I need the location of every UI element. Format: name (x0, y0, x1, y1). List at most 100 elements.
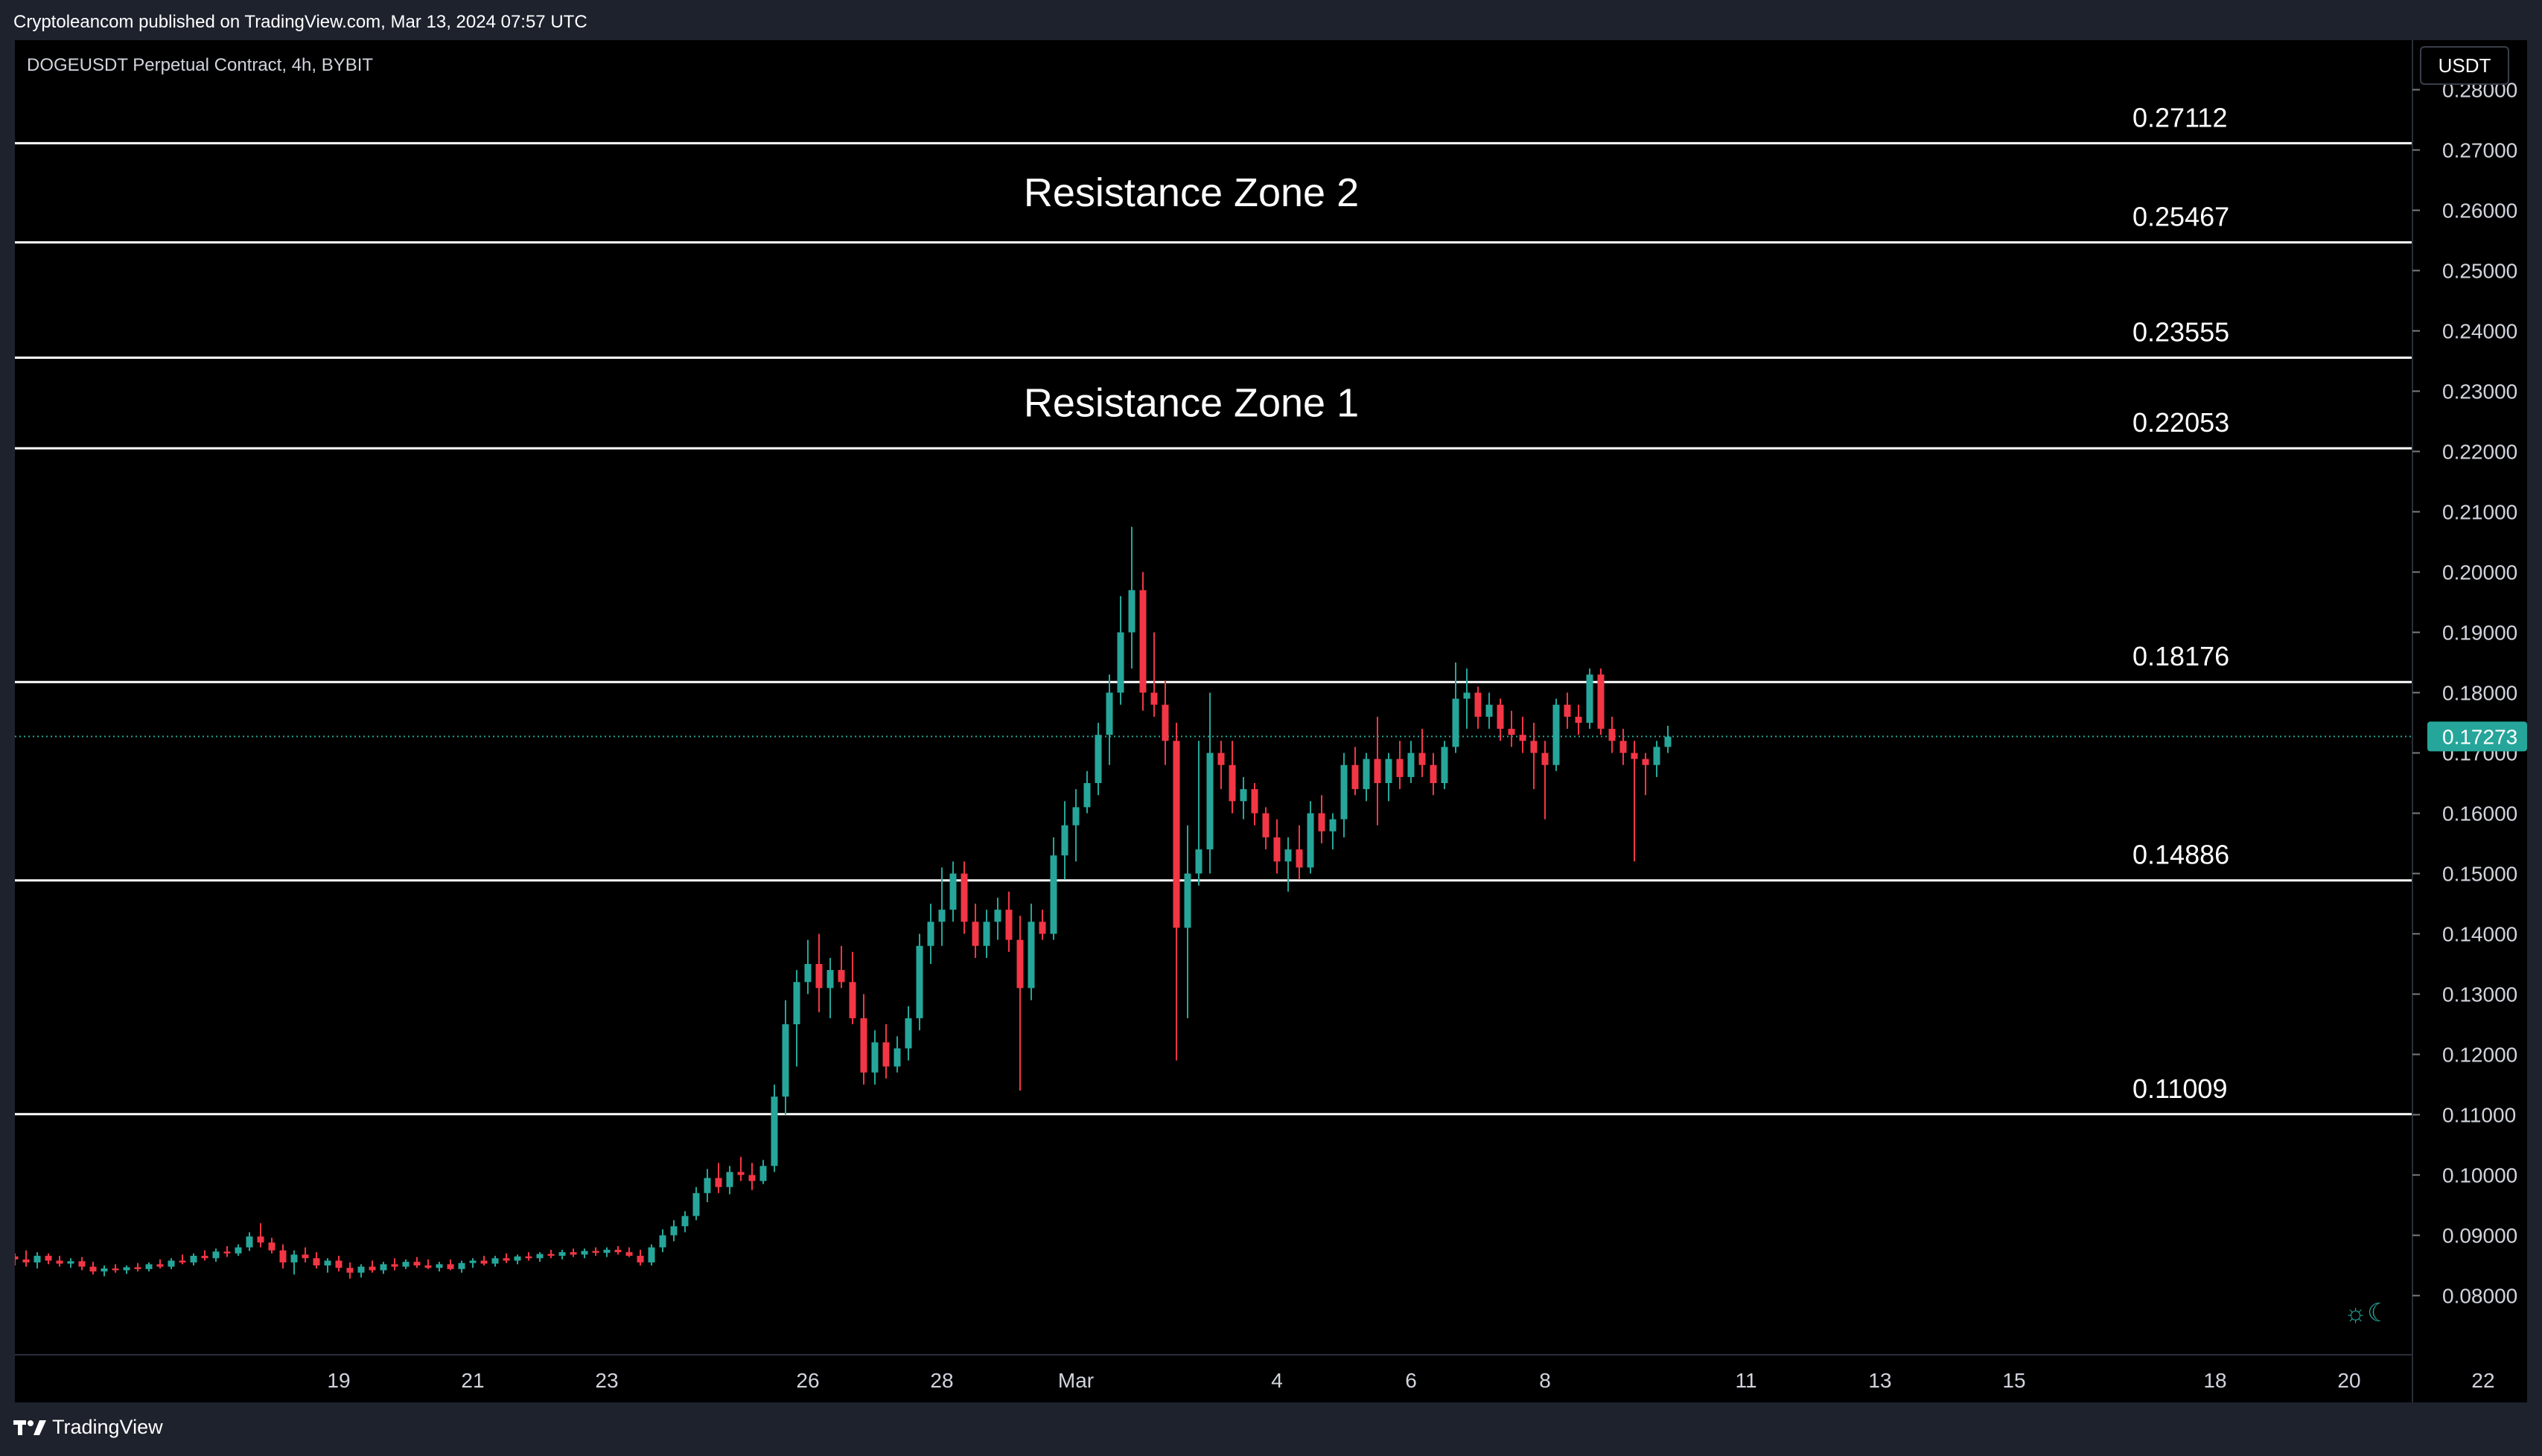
sun-moon-icon[interactable]: ☼☾ (2344, 1299, 2390, 1327)
y-tick-label: 0.08000 (2442, 1285, 2517, 1308)
x-axis: 19 21 23 26 28 Mar 4 6 8 11 13 15 18 20 22 (15, 1354, 2495, 1392)
candle-body (391, 1264, 398, 1267)
candle-body (547, 1254, 555, 1257)
last-price-badge (2427, 721, 2527, 752)
last-price-label: 0.17273 (2442, 725, 2517, 748)
tradingview-logo-icon (13, 1419, 46, 1437)
candle-body (570, 1252, 577, 1255)
candle-body (558, 1252, 566, 1257)
candle-body (235, 1247, 242, 1254)
x-tick-label: 26 (796, 1369, 819, 1392)
candle-body (257, 1236, 264, 1243)
candle-body (1307, 813, 1314, 868)
y-tick-label: 0.27000 (2442, 139, 2517, 162)
candle-body (838, 970, 845, 983)
candle-body (525, 1256, 532, 1259)
candles (15, 526, 1672, 1279)
x-tick-label: 23 (595, 1369, 618, 1392)
candle-body (1083, 783, 1091, 808)
y-tick-label: 0.13000 (2442, 983, 2517, 1006)
candle-body (424, 1265, 432, 1268)
candle-body (994, 910, 1001, 922)
y-tick-label: 0.16000 (2442, 802, 2517, 826)
candle-body (112, 1268, 119, 1271)
x-tick-label: 21 (461, 1369, 484, 1392)
x-tick-label: Mar (1058, 1369, 1094, 1392)
candle-body (1039, 922, 1046, 934)
candle-body (1497, 704, 1504, 729)
candle-body (782, 1024, 789, 1097)
candle-body (223, 1251, 231, 1254)
x-tick-label: 11 (1735, 1369, 1756, 1392)
candle-body (1463, 692, 1471, 699)
y-tick-label: 0.26000 (2442, 199, 2517, 223)
candle-body (413, 1262, 421, 1265)
candle-body (882, 1042, 890, 1067)
y-tick-label: 0.19000 (2442, 622, 2517, 645)
candle-body (313, 1258, 320, 1265)
candle-body (201, 1256, 208, 1259)
footer-brand[interactable]: TradingView (13, 1416, 163, 1439)
candle-body (1206, 753, 1214, 850)
x-tick-label: 18 (2203, 1369, 2226, 1392)
y-tick-label: 0.11000 (2442, 1104, 2516, 1127)
candle-body (1564, 704, 1571, 717)
candlestick-chart[interactable]: 0.27112 0.25467 0.23555 0.22053 0.18176 0.148… (15, 40, 2527, 1402)
candle-body (1485, 704, 1493, 717)
y-tick-label: 0.25000 (2442, 260, 2517, 283)
candle-body (1106, 692, 1113, 735)
candle-body (748, 1175, 756, 1181)
candle-body (89, 1266, 97, 1272)
candle-body (503, 1258, 510, 1261)
candle-body (704, 1178, 711, 1193)
candle-body (625, 1252, 633, 1257)
level-label: 0.23555 (2132, 317, 2229, 348)
candle-body (1296, 849, 1303, 868)
symbol-info: DOGEUSDT Perpetual Contract, 4h, BYBIT (27, 55, 374, 75)
candle-body (1028, 922, 1035, 989)
candle-body (1575, 716, 1582, 723)
candle-body (1508, 729, 1515, 735)
candle-body (1541, 753, 1549, 765)
y-tick-label: 0.21000 (2442, 501, 2517, 524)
candle-body (1653, 747, 1660, 765)
candle-body (1251, 789, 1258, 814)
chart-panel[interactable]: 0.27112 0.25467 0.23555 0.22053 0.18176 0.148… (15, 40, 2527, 1402)
candle-body (860, 1018, 867, 1073)
x-tick-label: 4 (1271, 1369, 1283, 1392)
candle-body (1061, 825, 1068, 856)
candle-body (436, 1264, 443, 1268)
publisher-line: Cryptoleancom published on TradingView.c… (13, 12, 587, 32)
candle-body (1519, 735, 1526, 741)
candle-body (491, 1258, 499, 1264)
candle-body (1284, 849, 1292, 862)
level-label: 0.18176 (2132, 641, 2229, 671)
candle-body (1430, 764, 1437, 783)
candle-body (480, 1260, 488, 1264)
currency-button[interactable]: USDT (2420, 46, 2509, 85)
candle-body (369, 1266, 376, 1271)
candle-body (1586, 674, 1593, 723)
x-tick-label: 13 (1868, 1369, 1891, 1392)
candle-body (357, 1266, 365, 1273)
candle-body (1407, 753, 1415, 777)
candle-body (302, 1254, 309, 1259)
candle-body (692, 1192, 700, 1216)
candle-body (648, 1247, 655, 1262)
candle-body (1318, 813, 1325, 831)
candle-body (1385, 759, 1392, 783)
candle-body (1631, 753, 1638, 759)
zone-label: Resistance Zone 2 (1024, 170, 1359, 215)
candle-body (1128, 590, 1135, 633)
candle-body (290, 1254, 298, 1262)
last-price-badge-group: 0.17273 (2427, 721, 2527, 752)
candle-body (1050, 855, 1057, 934)
candle-body (1329, 819, 1337, 831)
candle-body (1452, 698, 1459, 747)
candle-body (458, 1262, 465, 1269)
level-label: 0.27112 (2132, 102, 2227, 132)
candle-body (101, 1268, 108, 1272)
candle-body (1474, 692, 1482, 717)
y-tick-label: 0.09000 (2442, 1224, 2517, 1248)
candle-body (603, 1249, 611, 1253)
